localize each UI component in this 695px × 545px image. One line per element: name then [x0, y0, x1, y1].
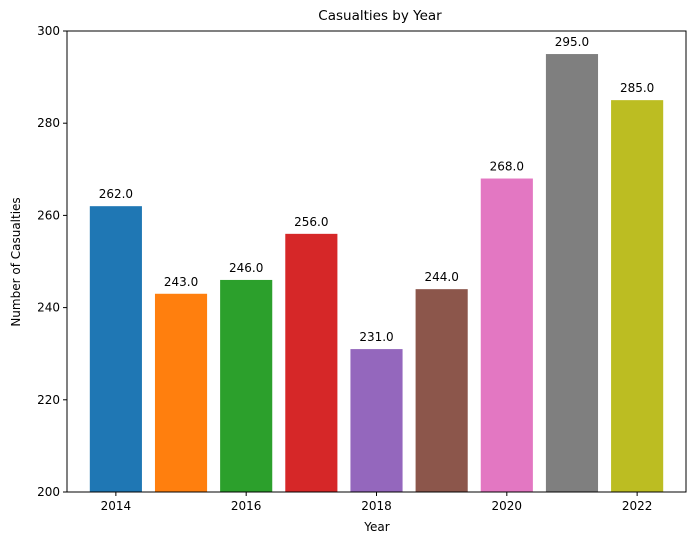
y-tick-label-300: 300 [37, 24, 60, 38]
data-label-2016: 246.0 [229, 261, 263, 275]
bar-2019 [415, 289, 468, 492]
x-tick-label-2020: 2020 [492, 499, 523, 513]
bars-group [89, 54, 664, 493]
data-labels-group: 262.0 243.0 246.0 256.0 231.0 244.0 268.0 295.0… [99, 35, 655, 344]
bar-2022 [611, 100, 664, 493]
bar-2014 [89, 206, 142, 492]
bar-2018 [350, 349, 403, 492]
x-tick-label-2022: 2022 [622, 499, 653, 513]
y-axis-ticks: 200 220 240 260 280 300 [37, 24, 67, 499]
bar-2017 [285, 233, 338, 492]
data-label-2019: 244.0 [424, 270, 458, 284]
data-label-2017: 256.0 [294, 215, 328, 229]
y-axis-label: Number of Casualties [9, 197, 23, 326]
bar-2016 [220, 279, 273, 492]
bar-2021 [545, 54, 599, 493]
x-tick-label-2016: 2016 [231, 499, 262, 513]
x-tick-label-2018: 2018 [361, 499, 392, 513]
y-tick-label-200: 200 [37, 485, 60, 499]
y-tick-label-280: 280 [37, 116, 60, 130]
bar-2020 [480, 178, 533, 492]
y-tick-label-240: 240 [37, 301, 60, 315]
data-label-2015: 243.0 [164, 275, 198, 289]
x-tick-label-2014: 2014 [101, 499, 132, 513]
plot-frame [66, 30, 687, 493]
data-label-2021: 295.0 [555, 35, 589, 49]
data-label-2018: 231.0 [359, 330, 393, 344]
y-tick-label-220: 220 [37, 393, 60, 407]
data-label-2020: 268.0 [490, 160, 524, 174]
data-label-2014: 262.0 [99, 187, 133, 201]
y-tick-label-260: 260 [37, 208, 60, 222]
x-axis-ticks: 2014 2016 2018 2020 2022 [101, 492, 653, 513]
bar-2015 [154, 293, 208, 492]
x-axis-label: Year [363, 520, 389, 534]
data-label-2022: 285.0 [620, 81, 654, 95]
chart-title: Casualties by Year [318, 8, 442, 24]
